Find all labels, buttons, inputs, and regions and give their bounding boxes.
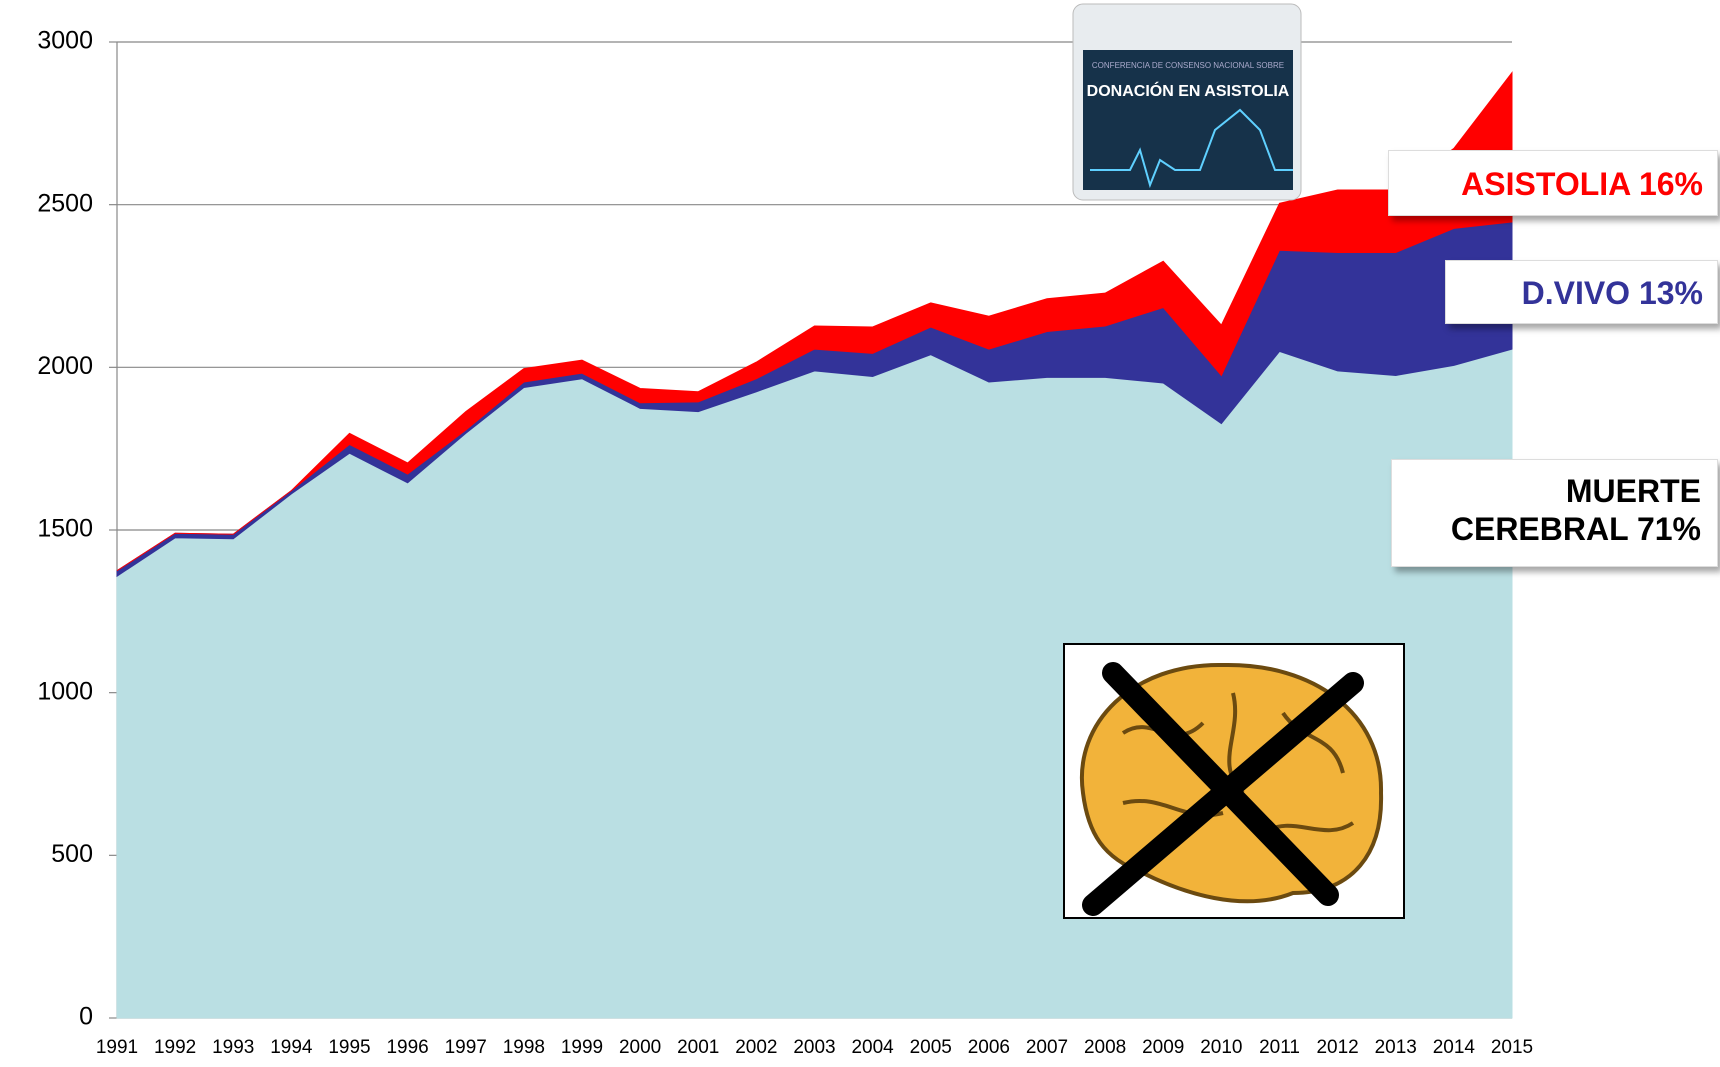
x-tick-label: 1994: [270, 1037, 313, 1058]
x-tick-label: 2006: [968, 1037, 1010, 1058]
x-tick-label: 1997: [445, 1037, 487, 1058]
x-tick-label: 2002: [735, 1037, 777, 1058]
x-tick-label: 1998: [503, 1037, 545, 1058]
y-tick-label: 0: [79, 1003, 93, 1031]
x-tick-label: 2003: [793, 1037, 835, 1058]
x-tick-label: 1993: [212, 1037, 254, 1058]
brain-image: [1063, 643, 1405, 919]
y-tick-label: 500: [51, 840, 93, 868]
book-cover: CONFERENCIA DE CONSENSO NACIONAL SOBRE D…: [1072, 3, 1302, 201]
x-tick-label: 1996: [386, 1037, 428, 1058]
x-tick-label: 2010: [1200, 1037, 1242, 1058]
x-tick-label: 2008: [1084, 1037, 1126, 1058]
x-tick-label: 2005: [910, 1037, 952, 1058]
y-tick-label: 2000: [37, 352, 93, 380]
legend-label: MUERTE CEREBRAL 71%: [1391, 459, 1718, 567]
x-tick-label: 2001: [677, 1037, 719, 1058]
x-tick-label: 2012: [1316, 1037, 1358, 1058]
y-tick-label: 1000: [37, 677, 93, 705]
x-tick-label: 2007: [1026, 1037, 1068, 1058]
x-tick-label: 1991: [96, 1037, 138, 1058]
x-tick-label: 2013: [1375, 1037, 1417, 1058]
x-tick-label: 2015: [1491, 1037, 1533, 1058]
y-tick-label: 1500: [37, 515, 93, 543]
legend-label: D.VIVO 13%: [1445, 260, 1718, 324]
cover-text: CONFERENCIA DE CONSENSO NACIONAL SOBRE: [1092, 61, 1284, 70]
cover-title: DONACIÓN EN ASISTOLIA: [1087, 81, 1290, 100]
x-tick-label: 1992: [154, 1037, 196, 1058]
area: [116, 71, 1513, 572]
x-tick-label: 2009: [1142, 1037, 1184, 1058]
y-tick-label: 2500: [37, 189, 93, 217]
y-tick-label: 3000: [37, 27, 93, 55]
x-tick-label: 1995: [328, 1037, 370, 1058]
x-tick-label: 2014: [1433, 1037, 1476, 1058]
legend-label: ASISTOLIA 16%: [1388, 150, 1718, 216]
x-tick-label: 1999: [561, 1037, 603, 1058]
x-tick-label: 2000: [619, 1037, 661, 1058]
x-tick-label: 2004: [851, 1037, 894, 1058]
x-tick-label: 2011: [1259, 1037, 1300, 1058]
